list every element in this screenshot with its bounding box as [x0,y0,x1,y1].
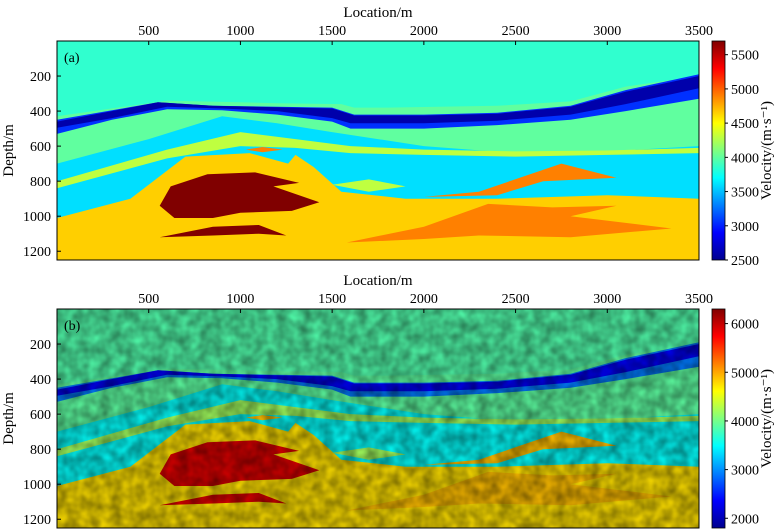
x-tick-label: 500 [138,24,159,39]
colorbar: 2500 3000 3500 4000 4500 5000 5500 Velocity/(m·… [711,40,775,269]
y-axis-title: Depth/m [1,124,17,177]
y-tick-label: 1000 [23,210,51,225]
y-tick-label: 400 [30,105,51,120]
x-tick-label: 2500 [502,24,530,39]
y-tick-label: 1200 [23,513,51,528]
y-tick-label: 800 [30,443,51,458]
x-axis-title: Location/m [343,273,412,289]
colorbar-title: Velocity/(m·s⁻¹) [759,369,775,468]
plot-frame [56,308,700,529]
panel-b: 500 1000 1500 2000 2500 3000 3500 200 400 600 800 1… [1,273,775,529]
y-axis-title: Depth/m [1,392,17,445]
y-tick-label: 800 [30,175,51,190]
colorbar-tick-label: 4500 [731,117,759,132]
x-tick-label: 1000 [226,24,254,39]
plot-frame [56,40,700,261]
colorbar-tick-label: 2000 [731,512,759,527]
thin-sheets [57,132,699,189]
colorbar-gradient [711,40,726,261]
x-tick-label: 1000 [226,292,254,307]
x-tick-label: 2500 [502,292,530,307]
lenses [346,203,672,243]
noise-overlay [57,309,699,528]
lenses [245,147,283,153]
colorbar-tick-label: 5000 [731,83,759,98]
salt-body [159,225,287,238]
colorbar-tick-label: 3500 [731,186,759,201]
x-tick-label: 500 [138,292,159,307]
velocity-field [57,309,699,528]
colorbar-tick-label: 6000 [731,318,759,333]
x-axis-title: Location/m [343,5,412,21]
colorbar-tick-label: 5500 [731,49,759,64]
colorbar-tick-label: 3000 [731,464,759,479]
y-tick-label: 1200 [23,245,51,260]
colorbar-tick-label: 4000 [731,151,759,166]
x-tick-label: 3000 [593,24,621,39]
salt-body [159,172,320,218]
y-tick-label: 600 [30,140,51,155]
y-tick-label: 1000 [23,478,51,493]
x-tick-label: 3500 [685,24,713,39]
y-tick-label: 200 [30,70,51,85]
colorbar-gradient [711,308,726,529]
colorbar-tick-label: 4000 [731,415,759,430]
colorbar-tick-label: 5000 [731,366,759,381]
y-tick-label: 400 [30,373,51,388]
lenses [423,163,617,197]
colorbar-tick-label: 2500 [731,254,759,269]
x-tick-label: 1500 [318,24,346,39]
x-tick-label: 1500 [318,292,346,307]
x-tick-label: 2000 [410,292,438,307]
x-tick-label: 2000 [410,24,438,39]
colorbar-tick-label: 3000 [731,220,759,235]
panel-a: 500 1000 1500 2000 2500 3000 3500 200 400 600 800 1… [1,5,775,269]
high-velocity-layer [57,74,699,134]
y-tick-label: 200 [30,338,51,353]
panel-label: (b) [64,319,81,334]
colorbar-title: Velocity/(m·s⁻¹) [759,101,775,200]
top-layer [57,41,699,117]
y-tick-label: 600 [30,408,51,423]
velocity-field [57,41,699,260]
low-velocity-band [57,76,699,128]
panel-label: (a) [64,51,80,66]
colorbar: 2000 3000 4000 5000 6000 Velocity/(m·s⁻¹) [711,308,775,529]
x-tick-label: 3000 [593,292,621,307]
thin-sheets [332,179,406,192]
x-tick-label: 3500 [685,292,713,307]
